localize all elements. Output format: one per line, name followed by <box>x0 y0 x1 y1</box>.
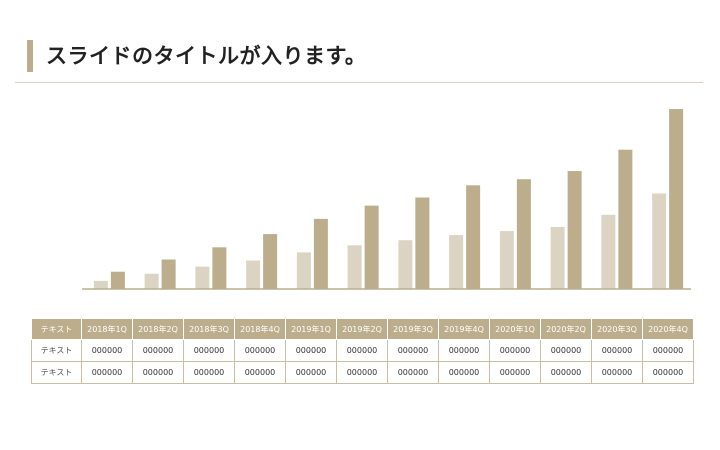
bar-series-1 <box>296 252 311 289</box>
table-cell: 000000 <box>387 339 439 362</box>
bar-series-1 <box>93 280 108 289</box>
bar-series-2 <box>212 247 227 289</box>
bar-series-2 <box>567 171 582 289</box>
table-cell: 000000 <box>336 361 388 384</box>
table-column-header: 2019年3Q <box>387 318 439 340</box>
table-cell: 000000 <box>642 339 694 362</box>
bar-series-1 <box>195 266 210 289</box>
table-cell: 000000 <box>591 339 643 362</box>
table-cell: 000000 <box>591 361 643 384</box>
bar-series-1 <box>144 273 159 289</box>
table-cell: 000000 <box>489 361 541 384</box>
table-column-header: 2019年2Q <box>336 318 388 340</box>
table-cell: 000000 <box>132 361 184 384</box>
table-column-header: 2020年1Q <box>489 318 541 340</box>
table-column-header: 2020年3Q <box>591 318 643 340</box>
table-cell: 000000 <box>81 361 133 384</box>
bar-series-1 <box>449 235 464 289</box>
bar-series-2 <box>466 185 481 289</box>
table-column-header: 2020年2Q <box>540 318 592 340</box>
data-table: テキスト 2018年1Q 2018年2Q 2018年3Q 2018年4Q 2019年1Q… <box>31 318 694 384</box>
table-cell: 000000 <box>336 339 388 362</box>
table-cell: 000000 <box>183 361 235 384</box>
bar-series-2 <box>263 234 278 289</box>
table-cell: 000000 <box>132 339 184 362</box>
table-column-header: 2019年1Q <box>285 318 337 340</box>
table-cell: 000000 <box>234 339 286 362</box>
table-header-row: テキスト 2018年1Q 2018年2Q 2018年3Q 2018年4Q 2019年1Q… <box>31 318 694 340</box>
bar-series-2 <box>669 109 684 289</box>
table-cell: 000000 <box>234 361 286 384</box>
bar-series-2 <box>110 271 125 289</box>
bar-series-1 <box>347 245 362 289</box>
table-row-label: テキスト <box>31 339 82 362</box>
table-cell: 000000 <box>285 361 337 384</box>
bar-chart <box>82 109 691 290</box>
table-row: テキスト 000000 000000 000000 000000 000000 000000… <box>31 361 694 384</box>
table-cell: 000000 <box>642 361 694 384</box>
table-cell: 000000 <box>438 361 490 384</box>
title-accent-bar <box>27 40 33 72</box>
bar-series-2 <box>161 259 176 289</box>
table-cell: 000000 <box>387 361 439 384</box>
table-column-header: 2020年4Q <box>642 318 694 340</box>
table-column-header: 2018年2Q <box>132 318 184 340</box>
table-cell: 000000 <box>540 361 592 384</box>
bar-series-1 <box>499 231 514 289</box>
table-row-label: テキスト <box>31 361 82 384</box>
bar-series-2 <box>516 179 531 289</box>
bar-series-1 <box>246 260 261 289</box>
bar-series-1 <box>550 226 565 289</box>
slide-title: スライドのタイトルが入ります。 <box>46 44 367 68</box>
table-cell: 000000 <box>285 339 337 362</box>
table-header-label: テキスト <box>31 318 82 340</box>
table-cell: 000000 <box>183 339 235 362</box>
table-column-header: 2018年4Q <box>234 318 286 340</box>
table-cell: 000000 <box>489 339 541 362</box>
bar-series-1 <box>398 240 413 289</box>
table-cell: 000000 <box>438 339 490 362</box>
table-row: テキスト 000000 000000 000000 000000 000000 000000… <box>31 339 694 362</box>
table-column-header: 2019年4Q <box>438 318 490 340</box>
bar-series-2 <box>415 197 430 289</box>
bar-series-1 <box>652 193 667 289</box>
table-cell: 000000 <box>540 339 592 362</box>
bar-series-2 <box>313 218 328 289</box>
title-divider <box>15 82 703 83</box>
table-cell: 000000 <box>81 339 133 362</box>
bar-series-2 <box>364 205 379 289</box>
table-column-header: 2018年3Q <box>183 318 235 340</box>
bar-series-1 <box>601 214 616 289</box>
bar-series-2 <box>618 149 633 289</box>
table-column-header: 2018年1Q <box>81 318 133 340</box>
